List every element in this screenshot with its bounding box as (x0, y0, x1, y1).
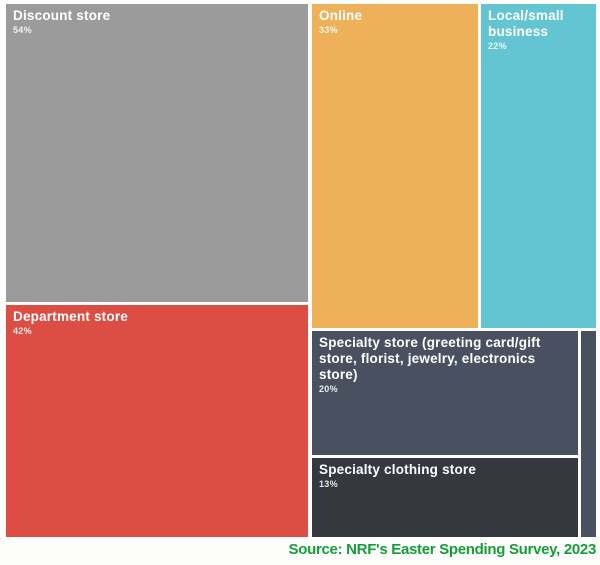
tile-label: Local/small business (488, 8, 564, 39)
treemap-tile-online: Online 33% (312, 4, 478, 328)
tile-value: 22% (488, 40, 507, 51)
treemap-tile-discount-store: Discount store 54% (6, 4, 308, 302)
tile-label: Specialty clothing store (319, 462, 477, 477)
tile-label: Department store (13, 309, 128, 324)
tile-value: 54% (13, 24, 32, 35)
tile-value: 13% (319, 478, 338, 489)
tile-value: 33% (319, 24, 338, 35)
treemap-tile-unlabeled (581, 331, 596, 537)
source-credit: Source: NRF's Easter Spending Survey, 20… (288, 541, 597, 558)
tile-value: 42% (13, 325, 32, 336)
tile-label: Online (319, 8, 363, 23)
tile-value: 20% (319, 383, 338, 394)
tile-label: Specialty store (greeting card/gift stor… (319, 335, 541, 382)
treemap-tile-specialty-clothing-store: Specialty clothing store 13% (312, 458, 578, 537)
treemap-tile-local-small-business: Local/small business 22% (481, 4, 596, 328)
tile-label: Discount store (13, 8, 111, 23)
treemap-tile-department-store: Department store 42% (6, 305, 308, 537)
treemap-tile-specialty-store: Specialty store (greeting card/gift stor… (312, 331, 578, 455)
